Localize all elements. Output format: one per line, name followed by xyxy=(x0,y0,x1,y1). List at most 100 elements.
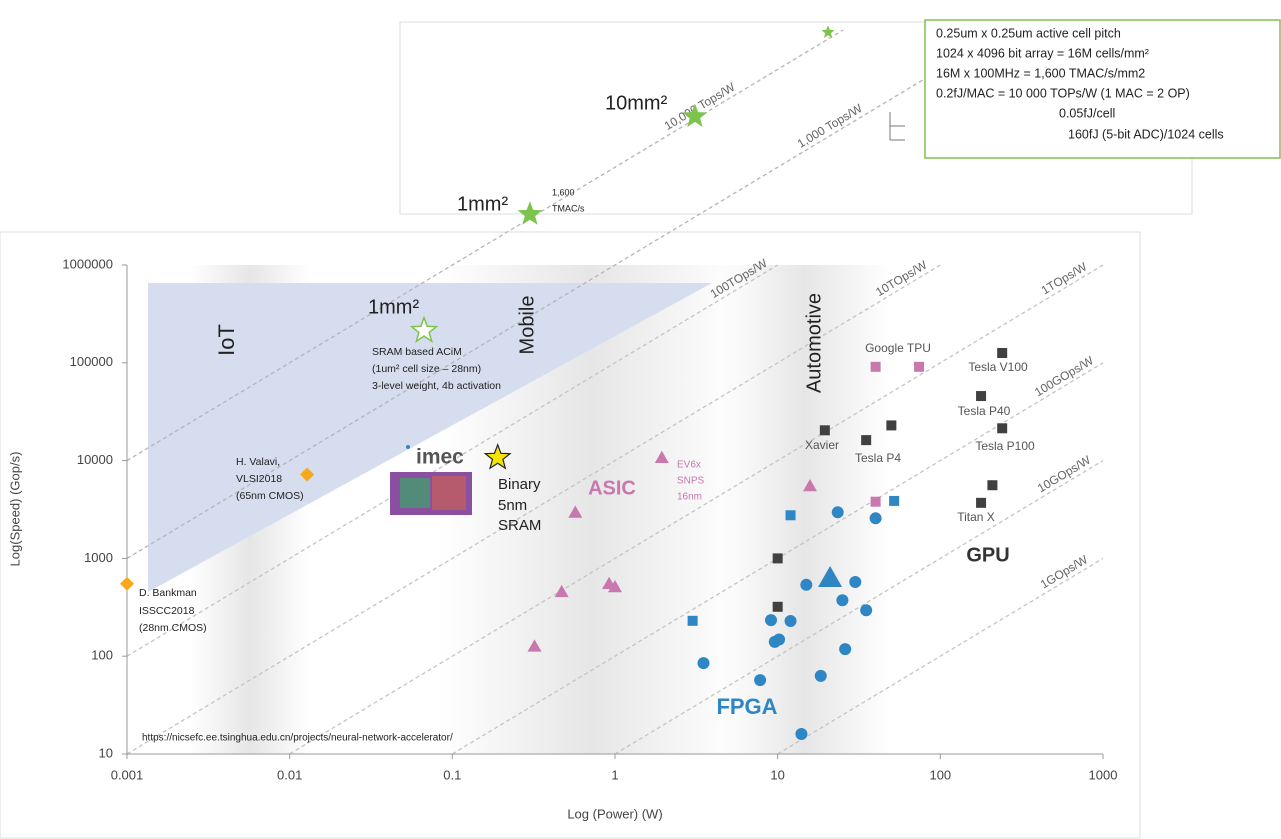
group-label: ASIC xyxy=(588,477,636,499)
annotation: (28nm CMOS) xyxy=(139,622,207,634)
annotation: 1mm² xyxy=(457,193,508,215)
point xyxy=(697,657,710,670)
note-line: 1024 x 4096 bit array = 16M cells/mm² xyxy=(936,46,1149,60)
point xyxy=(654,450,669,463)
annotation: 1mm² xyxy=(368,296,419,318)
annotation: 5nm xyxy=(498,497,527,514)
x-axis-label: Log (Power) (W) xyxy=(567,806,662,821)
annotation: ISSCC2018 xyxy=(139,605,195,617)
point xyxy=(554,584,569,598)
annotation: Tesla P100 xyxy=(975,439,1035,453)
point xyxy=(914,361,925,372)
source-url: https://nicsefc.ee.tsinghua.edu.cn/proje… xyxy=(142,733,453,744)
point xyxy=(527,639,542,652)
annotation: 3-level weight, 4b activation xyxy=(372,380,501,392)
point xyxy=(860,604,873,617)
annotation: SNPS xyxy=(677,476,705,487)
point xyxy=(765,614,778,627)
region-label: Automotive xyxy=(803,293,825,393)
point xyxy=(784,615,797,628)
point xyxy=(869,512,882,525)
efficiency-line xyxy=(126,264,779,657)
point xyxy=(800,578,813,591)
y-tick-label: 1000000 xyxy=(62,256,113,271)
x-tick-label: 100 xyxy=(929,767,951,782)
y-tick-label: 100000 xyxy=(70,354,113,369)
point xyxy=(772,601,783,612)
note-box xyxy=(924,19,1281,159)
point xyxy=(818,566,843,588)
efficiency-line xyxy=(614,460,1104,755)
annotation: SRAM based ACiM xyxy=(372,346,462,358)
group-label: GPU xyxy=(966,544,1009,566)
point xyxy=(483,442,512,470)
point xyxy=(849,576,862,589)
chip-image-part xyxy=(432,476,466,510)
x-tick-label: 1 xyxy=(611,767,618,782)
region-label: IoT xyxy=(214,324,239,356)
bracket xyxy=(889,112,905,141)
point xyxy=(976,391,987,402)
point xyxy=(120,576,134,591)
y-tick-label: 10 xyxy=(99,745,113,760)
point xyxy=(687,615,698,626)
point xyxy=(839,643,852,656)
point xyxy=(682,103,708,127)
annotation: H. Valavi, xyxy=(236,456,280,468)
y-axis-label: Log(Speed) (Gop/s) xyxy=(7,452,22,567)
note-line: 160fJ (5-bit ADC)/1024 cells xyxy=(1068,127,1224,141)
annotation: D. Bankman xyxy=(139,587,197,599)
annotation: 16nm xyxy=(677,492,702,503)
annotation: VLSI2018 xyxy=(236,473,282,485)
x-tick-label: 0.01 xyxy=(277,767,302,782)
point xyxy=(889,495,900,506)
point xyxy=(773,633,786,646)
region-label: Mobile xyxy=(516,296,538,355)
y-tick-label: 100 xyxy=(91,648,113,663)
point xyxy=(517,201,543,225)
point xyxy=(785,510,796,521)
point xyxy=(300,467,315,482)
x-tick-label: 1000 xyxy=(1089,767,1118,782)
annotation: SRAM xyxy=(498,517,541,534)
note-line: 16M x 100MHz = 1,600 TMAC/s/mm2 xyxy=(936,66,1145,80)
annotation: Tesla P4 xyxy=(855,451,901,465)
x-tick-label: 0.1 xyxy=(443,767,461,782)
point xyxy=(870,496,881,507)
point xyxy=(821,25,835,38)
chip-image-part xyxy=(400,478,430,508)
note-line: 0.2fJ/MAC = 10 000 TOPs/W (1 MAC = 2 OP) xyxy=(936,86,1190,100)
point xyxy=(861,435,872,446)
y-tick-label: 10000 xyxy=(77,452,113,467)
point xyxy=(608,579,622,593)
efficiency-line xyxy=(126,29,844,462)
point xyxy=(831,506,844,519)
point xyxy=(870,361,881,372)
point xyxy=(987,480,998,491)
note-line: 0.25um x 0.25um active cell pitch xyxy=(936,26,1121,40)
annotation: Google TPU xyxy=(865,341,931,355)
annotation: TMAC/s xyxy=(552,203,585,213)
point xyxy=(836,594,849,607)
x-tick-label: 10 xyxy=(770,767,784,782)
x-tick-label: 0.001 xyxy=(111,767,144,782)
point xyxy=(568,505,583,518)
annotation: Xavier xyxy=(805,438,839,452)
group-label: FPGA xyxy=(716,694,777,719)
annotation: Tesla V100 xyxy=(968,360,1028,374)
annotation: Binary xyxy=(498,476,541,493)
y-tick-label: 1000 xyxy=(84,550,113,565)
point xyxy=(997,347,1008,358)
point xyxy=(409,315,439,343)
annotation: Titan X xyxy=(957,510,995,524)
logo-text: imec xyxy=(416,446,464,469)
point xyxy=(754,674,767,687)
annotation: (65nm CMOS) xyxy=(236,490,304,502)
logo-dot xyxy=(406,445,410,449)
point xyxy=(795,728,808,741)
iot-region xyxy=(148,283,712,592)
point xyxy=(814,669,827,682)
point xyxy=(802,478,817,492)
efficiency-line xyxy=(777,557,1104,755)
